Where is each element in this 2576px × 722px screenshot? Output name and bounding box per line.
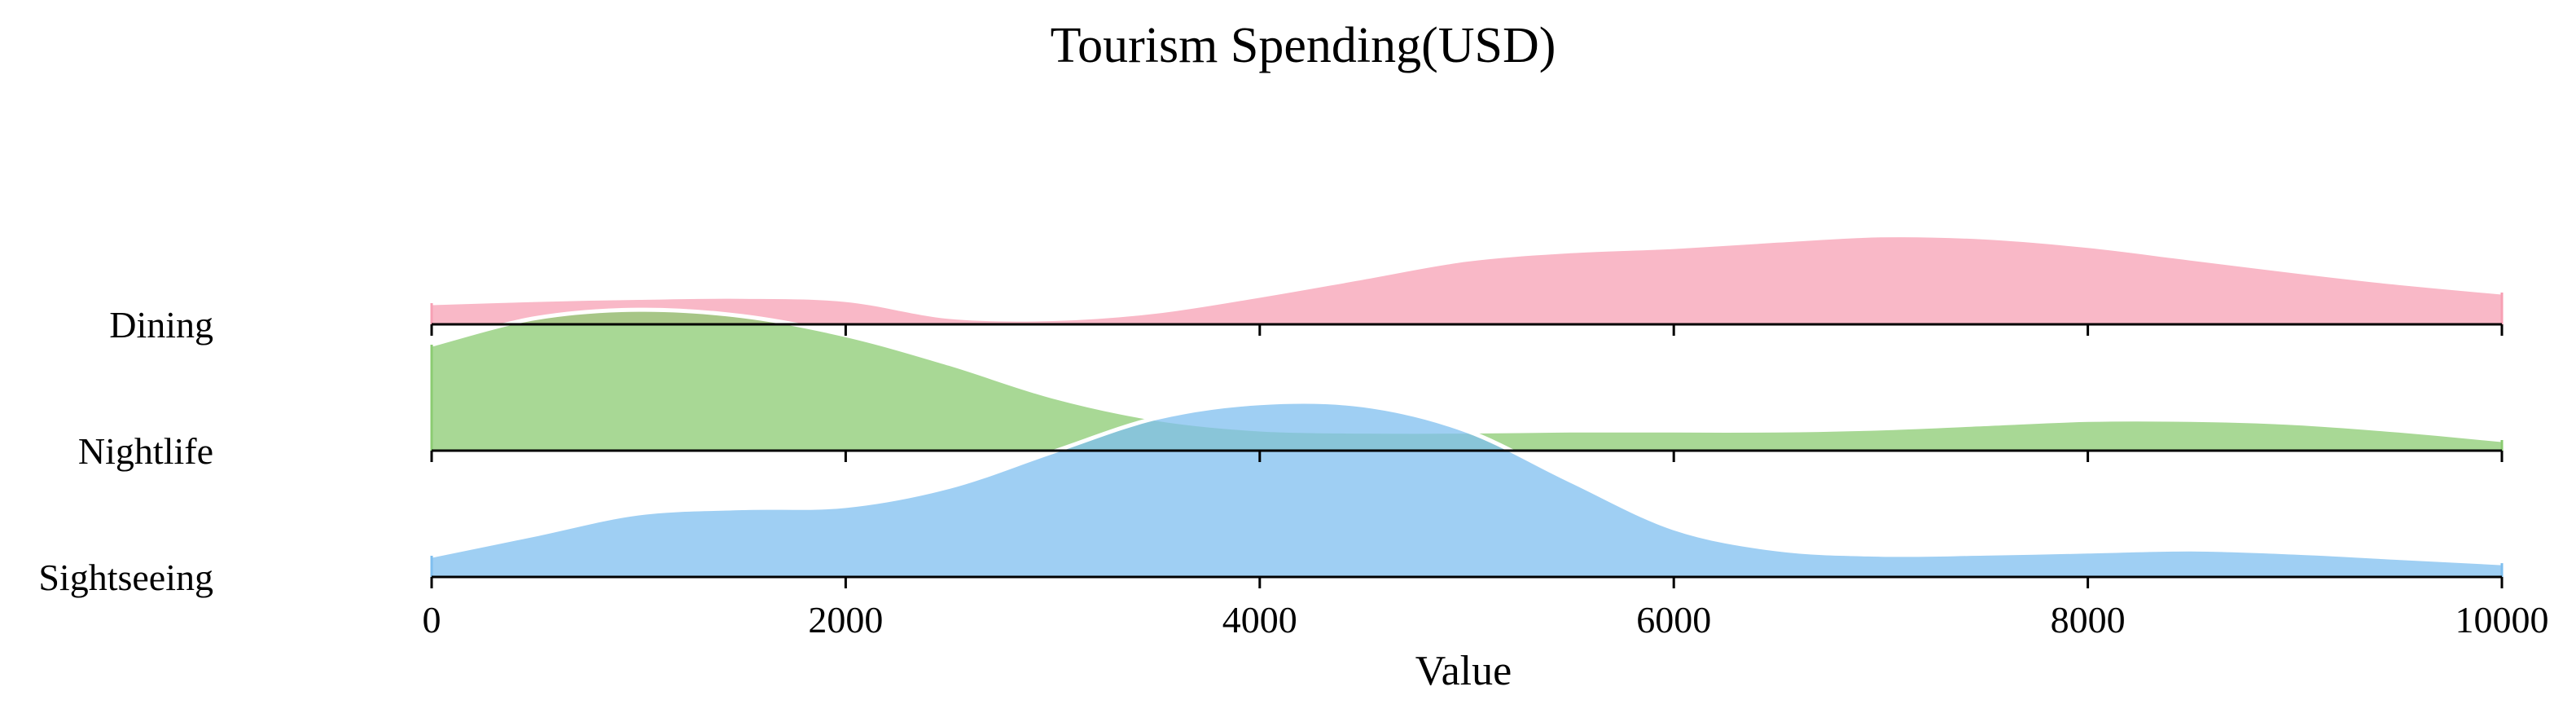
x-axis-label: Value xyxy=(1415,648,1512,694)
baselines xyxy=(430,323,2504,588)
row-labels: Dining Nightlife Sightseeing xyxy=(38,304,213,598)
ridge-outline-sightseeing xyxy=(431,399,2503,566)
ridge-outline-dining xyxy=(431,233,2503,322)
x-tick-label-6000: 6000 xyxy=(1636,599,1711,641)
row-label-nightlife: Nightlife xyxy=(78,430,213,472)
x-tick-label-0: 0 xyxy=(423,599,441,641)
x-tick-label-10000: 10000 xyxy=(2455,599,2549,641)
chart-title: Tourism Spending(USD) xyxy=(1051,18,1556,73)
row-label-sightseeing: Sightseeing xyxy=(38,557,213,598)
row-label-dining: Dining xyxy=(109,304,213,346)
ridge-area-sightseeing xyxy=(432,401,2502,577)
ridge-dining xyxy=(430,233,2504,324)
ridge-area-nightlife xyxy=(432,310,2502,451)
x-tick-label-2000: 2000 xyxy=(808,599,883,641)
ridge-sightseeing xyxy=(430,399,2504,577)
x-tick-label-4000: 4000 xyxy=(1222,599,1297,641)
x-tick-label-8000: 8000 xyxy=(2051,599,2126,641)
ridge-area-dining xyxy=(432,235,2502,324)
x-axis: 0 2000 4000 6000 8000 10000 xyxy=(423,599,2549,641)
ridges xyxy=(430,233,2504,577)
